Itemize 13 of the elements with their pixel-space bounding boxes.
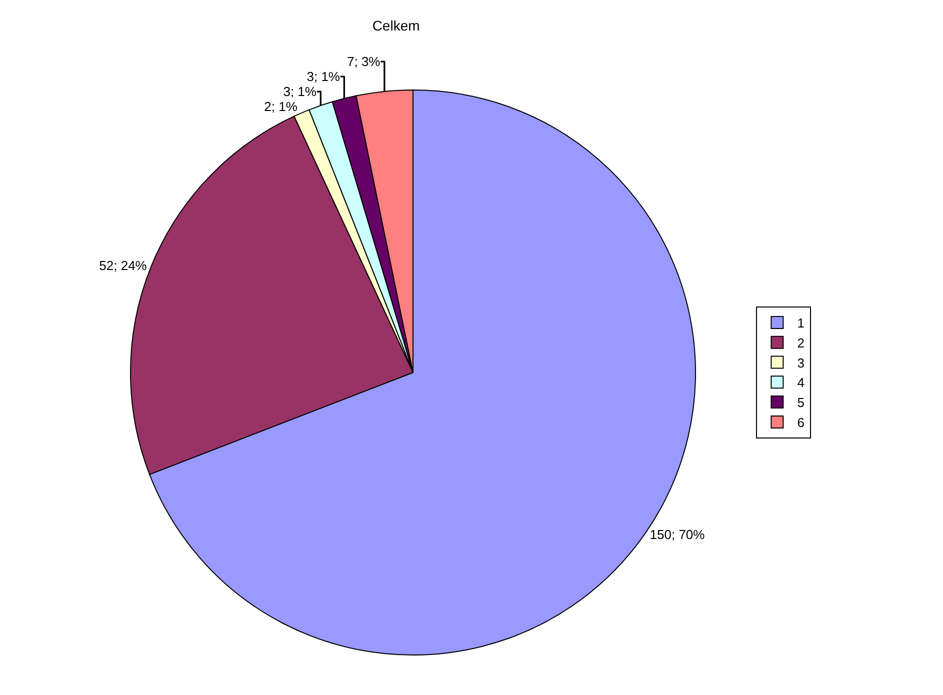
data-label: 7; 3% [346, 54, 381, 70]
legend-label: 1 [797, 316, 804, 331]
legend-label: 2 [797, 335, 804, 350]
data-label: 52; 24% [99, 258, 148, 274]
legend-label: 3 [797, 355, 804, 370]
data-label: 3; 1% [306, 69, 340, 84]
legend-label: 5 [797, 395, 804, 410]
data-label: 2; 1% [264, 99, 298, 114]
legend-label: 6 [797, 415, 804, 430]
legend-label: 4 [797, 375, 804, 390]
chart-title: Celkem [372, 18, 420, 34]
data-label: 3; 1% [283, 84, 317, 100]
data-label: 150; 70% [650, 527, 706, 542]
